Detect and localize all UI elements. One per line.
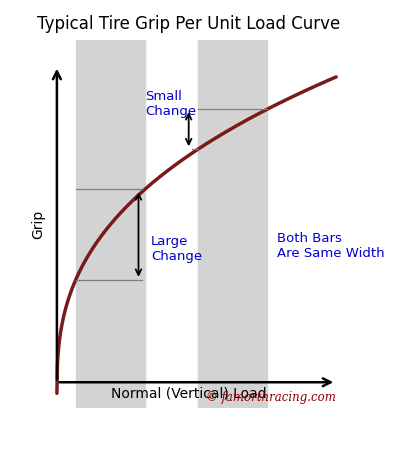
Text: Large
Change: Large Change [151, 235, 202, 263]
Text: Small
Change: Small Change [145, 90, 196, 118]
Title: Typical Tire Grip Per Unit Load Curve: Typical Tire Grip Per Unit Load Curve [37, 15, 340, 33]
Text: Normal (Vertical) Load: Normal (Vertical) Load [111, 386, 266, 400]
Text: © famorthracing.com: © famorthracing.com [206, 392, 336, 404]
Text: Both Bars
Are Same Width: Both Bars Are Same Width [276, 232, 384, 260]
Bar [76, 40, 145, 408]
Text: Grip: Grip [31, 209, 45, 238]
Bar [198, 40, 267, 408]
